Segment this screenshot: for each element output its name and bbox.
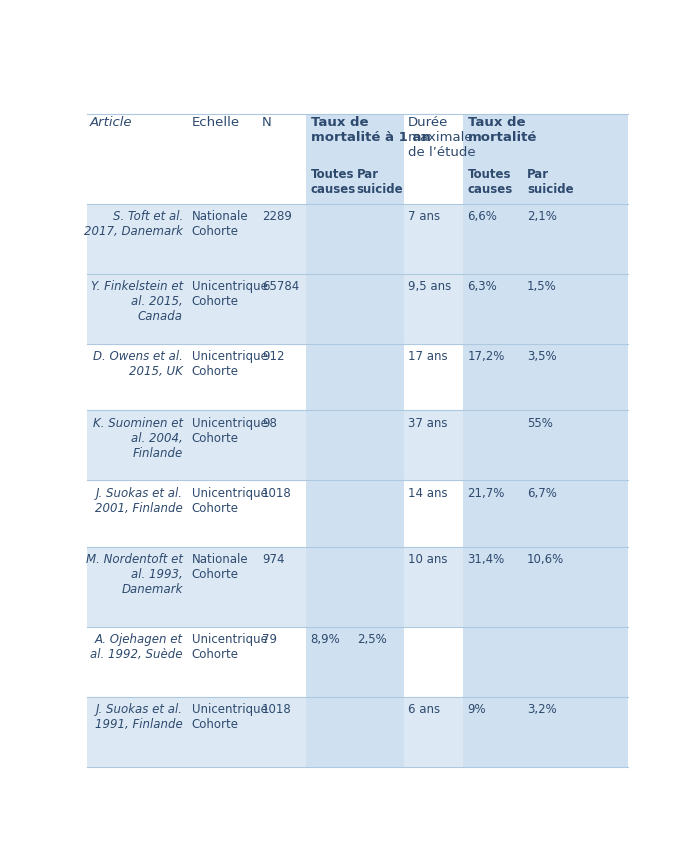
Text: Unicentrique
Cohorte: Unicentrique Cohorte [192, 417, 267, 445]
Text: Nationale
Cohorte: Nationale Cohorte [192, 554, 248, 581]
Text: 17,2%: 17,2% [468, 350, 505, 363]
Text: 31,4%: 31,4% [468, 554, 505, 567]
Text: K. Suominen et
al. 2004,
Finlande: K. Suominen et al. 2004, Finlande [93, 417, 183, 460]
Text: 6,7%: 6,7% [527, 487, 557, 500]
Bar [463, 626, 628, 696]
Text: 9,5 ans: 9,5 ans [408, 280, 452, 293]
Text: D. Owens et al.
2015, UK: D. Owens et al. 2015, UK [93, 350, 183, 378]
Text: 1018: 1018 [262, 487, 292, 500]
Text: J. Suokas et al.
2001, Finlande: J. Suokas et al. 2001, Finlande [95, 487, 183, 515]
Text: Unicentrique
Cohorte: Unicentrique Cohorte [192, 633, 267, 662]
Bar [87, 273, 628, 343]
Text: 37 ans: 37 ans [408, 417, 447, 430]
Bar [306, 480, 403, 547]
Text: 10,6%: 10,6% [527, 554, 564, 567]
Text: 6 ans: 6 ans [408, 703, 440, 716]
Text: 6,3%: 6,3% [468, 280, 497, 293]
Bar [306, 696, 403, 766]
Text: 10 ans: 10 ans [408, 554, 447, 567]
Text: Unicentrique
Cohorte: Unicentrique Cohorte [192, 350, 267, 378]
Text: 17 ans: 17 ans [408, 350, 447, 363]
Bar [306, 203, 403, 273]
Text: Durée
maximale
de l’étude: Durée maximale de l’étude [408, 117, 475, 159]
Text: Y. Finkelstein et
al. 2015,
Canada: Y. Finkelstein et al. 2015, Canada [91, 280, 183, 324]
Text: 8,9%: 8,9% [311, 633, 341, 646]
Bar [87, 480, 628, 547]
Text: 2289: 2289 [262, 210, 292, 223]
Text: 65784: 65784 [262, 280, 299, 293]
Text: 1,5%: 1,5% [527, 280, 557, 293]
Text: Unicentrique
Cohorte: Unicentrique Cohorte [192, 703, 267, 731]
Text: Article: Article [90, 117, 133, 130]
Bar [463, 480, 628, 547]
Bar [463, 114, 628, 203]
Text: 14 ans: 14 ans [408, 487, 447, 500]
Text: Taux de
mortalité à 1 an: Taux de mortalité à 1 an [311, 117, 431, 144]
Text: Unicentrique
Cohorte: Unicentrique Cohorte [192, 487, 267, 515]
Bar [87, 410, 628, 480]
Bar [87, 696, 628, 766]
Text: 3,5%: 3,5% [527, 350, 557, 363]
Text: Toutes
causes: Toutes causes [311, 169, 356, 196]
Text: Nationale
Cohorte: Nationale Cohorte [192, 210, 248, 239]
Bar [463, 547, 628, 626]
Text: J. Suokas et al.
1991, Finlande: J. Suokas et al. 1991, Finlande [95, 703, 183, 731]
Bar [306, 343, 403, 410]
Bar [463, 273, 628, 343]
Text: 974: 974 [262, 554, 285, 567]
Text: 2,5%: 2,5% [357, 633, 387, 646]
Bar [87, 626, 628, 696]
Bar [87, 203, 628, 273]
Text: 6,6%: 6,6% [468, 210, 498, 223]
Text: 9%: 9% [468, 703, 487, 716]
Text: Par
suicide: Par suicide [527, 169, 574, 196]
Text: 98: 98 [262, 417, 277, 430]
Text: N: N [262, 117, 272, 130]
Text: 55%: 55% [527, 417, 553, 430]
Text: 912: 912 [262, 350, 285, 363]
Text: Unicentrique
Cohorte: Unicentrique Cohorte [192, 280, 267, 308]
Bar [306, 547, 403, 626]
Text: A. Ojehagen et
al. 1992, Suède: A. Ojehagen et al. 1992, Suède [91, 633, 183, 662]
Text: Taux de
mortalité: Taux de mortalité [468, 117, 537, 144]
Bar [306, 273, 403, 343]
Bar [306, 626, 403, 696]
Text: Par
suicide: Par suicide [357, 169, 403, 196]
Bar [306, 114, 403, 203]
Bar [87, 343, 628, 410]
Text: 2,1%: 2,1% [527, 210, 557, 223]
Text: 21,7%: 21,7% [468, 487, 505, 500]
Text: 79: 79 [262, 633, 277, 646]
Text: Echelle: Echelle [192, 117, 240, 130]
Text: S. Toft et al.
2017, Danemark: S. Toft et al. 2017, Danemark [84, 210, 183, 239]
Bar [463, 696, 628, 766]
Text: 1018: 1018 [262, 703, 292, 716]
Bar [463, 203, 628, 273]
Text: Toutes
causes: Toutes causes [468, 169, 513, 196]
Bar [463, 343, 628, 410]
Bar [87, 547, 628, 626]
Text: M. Nordentoft et
al. 1993,
Danemark: M. Nordentoft et al. 1993, Danemark [86, 554, 183, 596]
Text: 3,2%: 3,2% [527, 703, 557, 716]
Bar [463, 410, 628, 480]
Bar [306, 410, 403, 480]
Text: 7 ans: 7 ans [408, 210, 440, 223]
